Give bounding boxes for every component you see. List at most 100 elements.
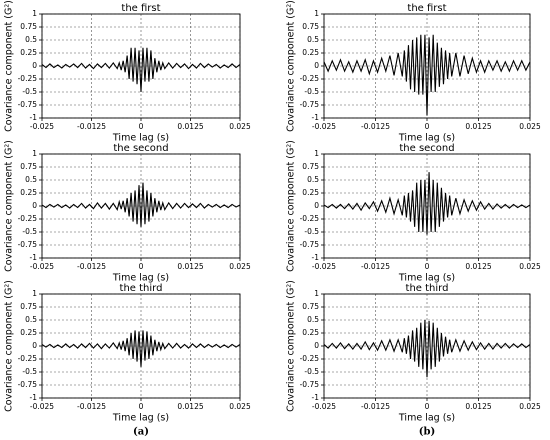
y-tick-label: 1 — [314, 289, 319, 298]
x-tick-label: 0.0125 — [177, 262, 203, 271]
x-tick-label: 0.025 — [229, 402, 251, 411]
x-tick-label: 0.0125 — [465, 402, 491, 411]
y-axis-label: Covariance component (G²) — [286, 0, 297, 132]
y-tick-label: 0.75 — [302, 162, 319, 171]
y-axis-label: Covariance component (G²) — [286, 280, 297, 412]
x-tick-label: 0.025 — [519, 262, 541, 271]
signal-line — [41, 47, 241, 93]
x-axis-label: Time lag (s) — [112, 273, 169, 284]
x-tick-label: -0.025 — [30, 402, 54, 411]
x-tick-label: 0.0125 — [177, 122, 203, 131]
x-tick-label: 0 — [139, 122, 144, 131]
plot-frame — [323, 13, 531, 119]
chart-title: the third — [120, 283, 163, 294]
x-tick-label: 0.025 — [519, 402, 541, 411]
x-axis-label: Time lag (s) — [112, 413, 169, 424]
signal-line — [323, 319, 531, 378]
chart-title: the second — [399, 143, 454, 154]
panel-label: (b) — [419, 427, 435, 438]
y-tick-label: -1 — [312, 393, 320, 402]
signal-line — [323, 172, 531, 235]
x-tick-label: 0 — [425, 122, 430, 131]
plot-frame — [323, 153, 531, 259]
y-tick-label: -1 — [30, 393, 38, 402]
signal-line — [41, 330, 241, 367]
y-tick-label: 1 — [314, 149, 319, 158]
chart-title: the first — [407, 3, 446, 14]
y-tick-label: 0.5 — [25, 175, 37, 184]
x-tick-label: -0.0125 — [361, 402, 390, 411]
y-tick-label: 0.25 — [302, 188, 319, 197]
y-tick-label: 0 — [314, 201, 319, 210]
x-tick-label: 0.025 — [229, 122, 251, 131]
y-tick-label: 0 — [32, 61, 37, 70]
y-tick-label: 0 — [32, 341, 37, 350]
y-tick-label: -0.5 — [22, 367, 37, 376]
x-axis-label: Time lag (s) — [398, 133, 455, 144]
y-axis-label: Covariance component (G²) — [4, 0, 15, 132]
y-axis-label: Covariance component (G²) — [4, 140, 15, 272]
chart-title: the first — [121, 3, 160, 14]
plot-frame — [41, 293, 241, 399]
chart-title: the third — [406, 283, 449, 294]
y-tick-label: 0.75 — [20, 22, 37, 31]
signal-line — [41, 182, 241, 227]
y-tick-label: 1 — [32, 149, 37, 158]
x-tick-label: -0.025 — [312, 122, 336, 131]
y-tick-label: 0.25 — [20, 48, 37, 57]
y-tick-label: 0 — [314, 61, 319, 70]
x-tick-label: 0 — [139, 402, 144, 411]
y-tick-label: 0.75 — [20, 302, 37, 311]
y-tick-label: 0.25 — [302, 328, 319, 337]
y-tick-label: -0.25 — [18, 74, 38, 83]
y-tick-label: 0.5 — [25, 315, 37, 324]
y-tick-label: -0.5 — [22, 87, 37, 96]
y-tick-label: 1 — [32, 289, 37, 298]
x-tick-label: -0.0125 — [361, 122, 390, 131]
y-tick-label: -0.25 — [300, 214, 320, 223]
y-tick-label: 0 — [314, 341, 319, 350]
y-tick-label: -1 — [312, 113, 320, 122]
x-tick-label: 0 — [425, 402, 430, 411]
y-tick-label: 0.25 — [20, 328, 37, 337]
x-tick-label: 0.0125 — [177, 402, 203, 411]
y-tick-label: -0.75 — [18, 240, 38, 249]
y-tick-label: -0.25 — [18, 214, 38, 223]
x-axis-label: Time lag (s) — [398, 273, 455, 284]
y-tick-label: -1 — [312, 253, 320, 262]
y-tick-label: -0.75 — [18, 380, 38, 389]
x-tick-label: -0.0125 — [77, 402, 106, 411]
y-tick-label: 0.5 — [307, 35, 319, 44]
y-tick-label: 0.5 — [25, 35, 37, 44]
y-tick-label: 0.75 — [302, 302, 319, 311]
y-axis-label: Covariance component (G²) — [4, 280, 15, 412]
x-tick-label: -0.0125 — [361, 262, 390, 271]
y-tick-label: 0.75 — [302, 22, 319, 31]
y-tick-label: -0.5 — [22, 227, 37, 236]
y-tick-label: -1 — [30, 253, 38, 262]
y-tick-label: 0.25 — [302, 48, 319, 57]
y-tick-label: 0.5 — [307, 175, 319, 184]
y-tick-label: 0.25 — [20, 188, 37, 197]
panel-label: (a) — [133, 427, 149, 438]
x-axis-label: Time lag (s) — [398, 413, 455, 424]
x-tick-label: 0 — [425, 262, 430, 271]
y-tick-label: -0.75 — [18, 100, 38, 109]
y-tick-label: -1 — [30, 113, 38, 122]
y-tick-label: -0.5 — [304, 87, 319, 96]
y-tick-label: 1 — [314, 9, 319, 18]
y-tick-label: 1 — [32, 9, 37, 18]
x-tick-label: -0.0125 — [77, 262, 106, 271]
x-tick-label: -0.025 — [30, 262, 54, 271]
y-tick-label: -0.75 — [300, 380, 320, 389]
y-tick-label: -0.25 — [18, 354, 38, 363]
x-tick-label: -0.025 — [312, 262, 336, 271]
y-tick-label: -0.25 — [300, 354, 320, 363]
y-tick-label: -0.75 — [300, 240, 320, 249]
y-tick-label: -0.5 — [304, 227, 319, 236]
y-tick-label: 0.5 — [307, 315, 319, 324]
plot-frame — [41, 153, 241, 259]
x-tick-label: 0.025 — [229, 262, 251, 271]
plot-frame — [323, 293, 531, 399]
